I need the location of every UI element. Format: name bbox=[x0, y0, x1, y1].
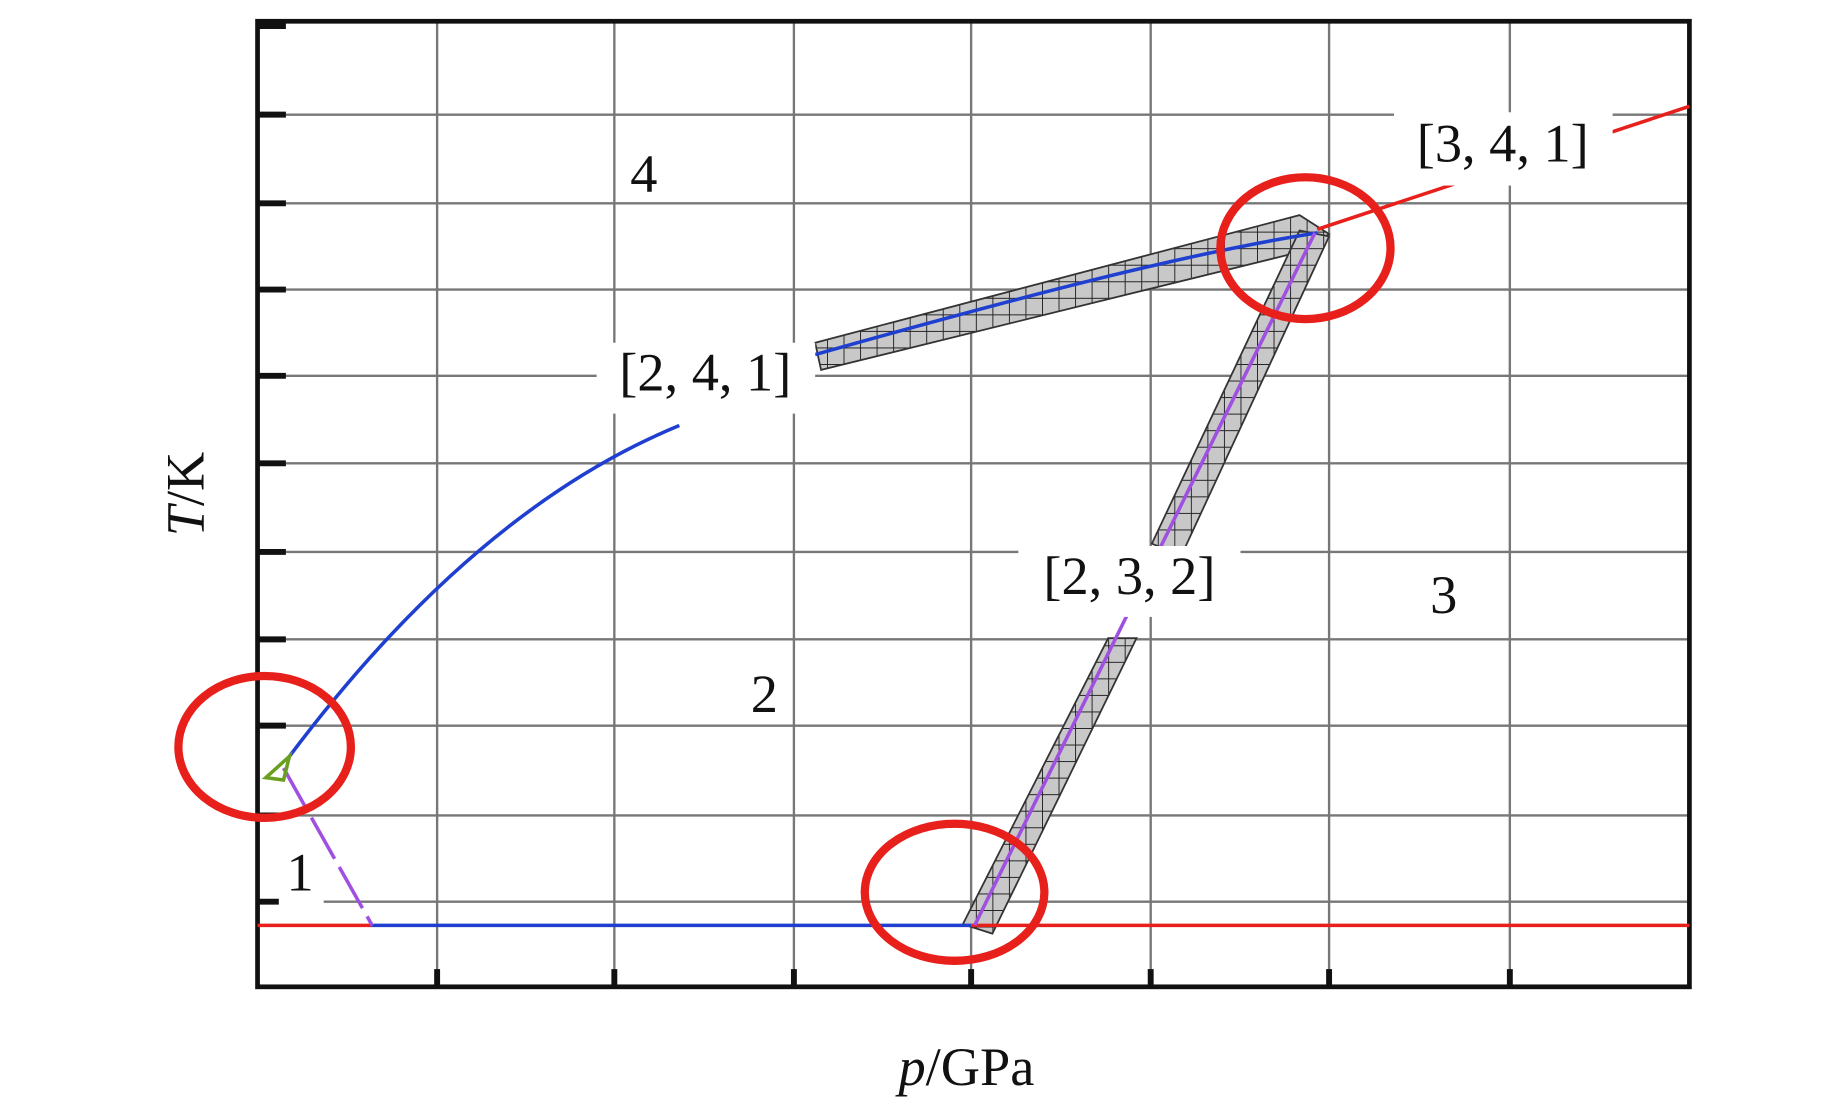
labels: [2, 4, 1] [3, 4, 1] [2, 3, 2] 1 2 3 4 bbox=[278, 112, 1613, 908]
region-label: 1 bbox=[286, 843, 313, 903]
region-label: 3 bbox=[1430, 565, 1457, 625]
y-axis-label: T/K bbox=[156, 452, 216, 537]
triple-point-label: [2, 4, 1] bbox=[619, 343, 791, 403]
phase-lines bbox=[257, 104, 1690, 928]
region-label: 2 bbox=[751, 664, 778, 724]
highlight-circles bbox=[174, 173, 1395, 965]
triple-point-label: [3, 4, 1] bbox=[1417, 113, 1589, 173]
region-label: 4 bbox=[630, 144, 657, 204]
ticks bbox=[257, 23, 1513, 987]
x-axis-label: p/GPa bbox=[894, 1038, 1034, 1098]
triple-point-label: [2, 3, 2] bbox=[1043, 546, 1215, 606]
